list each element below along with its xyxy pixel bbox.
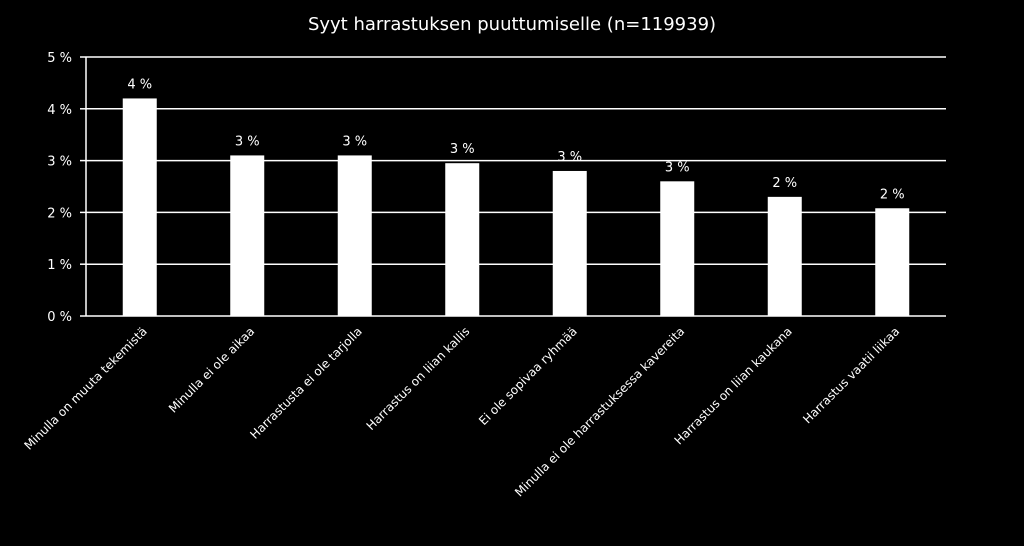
category-label: Ei ole sopivaa ryhmää — [476, 324, 580, 428]
category-label: Minulla on muuta tekemistä — [21, 324, 149, 452]
y-tick-label: 2 % — [47, 206, 72, 221]
y-tick-labels: 0 % 1 % 2 % 3 % 4 % 5 % — [47, 51, 72, 325]
bar — [122, 98, 157, 316]
category-label: Minulla ei ole aikaa — [166, 324, 257, 415]
bar — [660, 181, 695, 316]
data-label: 3 % — [450, 142, 475, 157]
bar — [230, 155, 265, 316]
data-label: 3 % — [665, 160, 690, 175]
category-label: Harrastus on liian kallis — [364, 324, 473, 433]
bars — [122, 98, 910, 316]
bar — [767, 196, 802, 316]
category-labels: Minulla on muuta tekemistä Minulla ei ole… — [21, 324, 902, 499]
category-label: Harrastus vaatii liikaa — [800, 324, 902, 426]
category-label: Harrastus on liian kaukana — [672, 324, 795, 447]
grid-lines — [86, 56, 946, 265]
data-label: 2 % — [880, 187, 905, 202]
y-tick-label: 0 % — [47, 310, 72, 325]
bar — [445, 163, 480, 316]
bar — [875, 208, 910, 316]
y-tick-label: 1 % — [47, 258, 72, 273]
data-label: 3 % — [235, 134, 260, 149]
data-label: 3 % — [557, 150, 582, 165]
data-label: 4 % — [127, 77, 152, 92]
data-labels: 4 % 3 % 3 % 3 % 3 % 3 % 2 % 2 % — [127, 77, 904, 202]
data-label: 3 % — [342, 134, 367, 149]
bar — [552, 170, 587, 316]
y-tick-label: 3 % — [47, 155, 72, 170]
y-tick-label: 5 % — [47, 51, 72, 66]
data-label: 2 % — [772, 176, 797, 191]
y-tick-label: 4 % — [47, 103, 72, 118]
bar — [337, 155, 372, 316]
axes — [80, 56, 946, 317]
category-label: Harrastusta ei ole tarjolla — [247, 324, 365, 442]
chart-title: Syyt harrastuksen puuttumiselle (n=11993… — [308, 14, 716, 35]
category-label: Minulla ei ole harrastuksessa kavereita — [512, 324, 687, 499]
